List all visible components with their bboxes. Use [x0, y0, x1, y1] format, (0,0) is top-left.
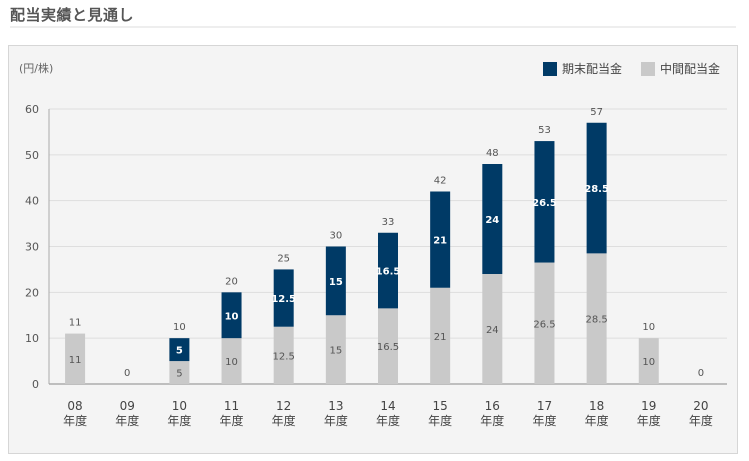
y-tick-label: 0 [32, 378, 39, 391]
legend-label: 中間配当金 [660, 61, 720, 76]
dividend-chart: (円/株) 期末配当金 中間配当金 0 10 20 30 40 50 60 11 11 0 5 5 10… [19, 61, 727, 428]
bar-year-end-dividend [378, 232, 398, 309]
bar-interim-dividend [378, 308, 398, 384]
y-unit-label: (円/株) [19, 61, 53, 75]
bar-interim-label: 15 [329, 346, 342, 357]
y-tick-label: 30 [25, 241, 39, 254]
x-tick-label-suffix: 年度 [480, 413, 504, 428]
x-tick-label-year: 13 [328, 399, 343, 413]
bar-year-end-dividend [325, 246, 346, 316]
bar-year-end-label: 26.5 [532, 198, 557, 209]
bar-year-end-label: 24 [485, 215, 499, 226]
bar-interim-label: 12.5 [273, 351, 295, 362]
bar-year-end-label: 15 [329, 277, 343, 288]
bar-interim-label: 21 [434, 332, 447, 343]
bar-interim-dividend [430, 287, 451, 384]
x-tick-label-year: 16 [485, 399, 500, 413]
bar-total-label: 33 [382, 217, 395, 228]
x-tick-label-suffix: 年度 [272, 413, 296, 428]
x-tick-label-year: 12 [276, 399, 291, 413]
bar-interim-label: 5 [176, 369, 182, 380]
bar-series: 11 11 0 5 5 10 10 10 20 12.5 12.5 25 15 15 30 16.5 16.5 3… [65, 107, 704, 384]
bar-year-end-label: 16.5 [376, 267, 401, 278]
bar-interim-dividend [638, 338, 659, 384]
x-tick-label-suffix: 年度 [63, 413, 87, 428]
x-tick-label-year: 18 [589, 399, 604, 413]
bar-total-label: 0 [698, 368, 704, 379]
bar-year-end-dividend [169, 338, 190, 362]
y-tick-label: 60 [25, 103, 39, 116]
bar-interim-label: 16.5 [377, 342, 399, 353]
bar-interim-dividend [586, 253, 607, 384]
x-tick-label-suffix: 年度 [376, 413, 400, 428]
x-tick-label-suffix: 年度 [324, 413, 348, 428]
bar-total-label: 42 [434, 176, 447, 187]
legend-swatch [543, 62, 557, 76]
legend-label: 期末配当金 [562, 61, 622, 76]
y-tick-label: 40 [25, 195, 39, 208]
bar-total-label: 25 [277, 253, 290, 264]
bar-year-end-dividend [221, 292, 242, 339]
bar-year-end-dividend [586, 122, 607, 254]
bar-interim-dividend [273, 326, 294, 384]
x-tick-label-year: 10 [172, 399, 187, 413]
x-tick-label-year: 09 [120, 399, 135, 413]
chart-legend: 期末配当金 中間配当金 [543, 61, 720, 76]
x-tick-label-year: 08 [67, 399, 82, 413]
x-tick-label-suffix: 年度 [689, 413, 713, 428]
section-title: 配当実績と見通し [10, 6, 135, 24]
bar-total-label: 0 [124, 368, 130, 379]
bar-total-label: 20 [225, 276, 238, 287]
bar-interim-label: 10 [225, 357, 238, 368]
x-tick-label-year: 17 [537, 399, 552, 413]
bar-interim-label: 24 [486, 325, 499, 336]
x-tick-label-year: 15 [433, 399, 448, 413]
x-tick-label-year: 11 [224, 399, 239, 413]
bar-interim-dividend [482, 274, 503, 384]
x-tick-label-suffix: 年度 [585, 413, 609, 428]
legend-swatch [641, 62, 655, 76]
bar-interim-dividend [169, 361, 190, 384]
bar-year-end-label: 21 [433, 236, 447, 247]
bar-total-label: 10 [642, 322, 655, 333]
bar-total-label: 11 [69, 318, 82, 329]
x-tick-label-year: 20 [693, 399, 708, 413]
y-tick-label: 10 [25, 332, 39, 345]
x-tick-label-suffix: 年度 [428, 413, 452, 428]
bar-interim-dividend [325, 315, 346, 384]
bar-interim-dividend [221, 338, 242, 384]
x-axis: 08年度09年度10年度11年度12年度13年度14年度15年度16年度17年度… [63, 399, 713, 428]
y-tick-label: 50 [25, 149, 39, 162]
x-tick-label-year: 14 [380, 399, 395, 413]
x-tick-label-suffix: 年度 [532, 413, 556, 428]
x-tick-label-suffix: 年度 [220, 413, 244, 428]
x-tick-label-suffix: 年度 [167, 413, 191, 428]
x-tick-label-year: 19 [641, 399, 656, 413]
bar-total-label: 53 [538, 125, 551, 136]
bar-year-end-dividend [273, 269, 294, 327]
bar-year-end-label: 5 [176, 346, 183, 357]
bar-year-end-label: 28.5 [584, 184, 609, 195]
bar-total-label: 48 [486, 148, 499, 159]
bar-year-end-dividend [430, 191, 451, 288]
bar-interim-label: 26.5 [533, 319, 555, 330]
bar-year-end-label: 12.5 [271, 294, 296, 305]
bar-interim-dividend [534, 262, 555, 384]
bar-interim-label: 10 [642, 357, 655, 368]
bar-year-end-dividend [482, 164, 503, 274]
dividend-chart-panel: (円/株) 期末配当金 中間配当金 0 10 20 30 40 50 60 11 11 0 5 5 10… [8, 45, 738, 454]
title-divider [10, 26, 736, 28]
bar-total-label: 30 [329, 231, 342, 242]
x-tick-label-suffix: 年度 [637, 413, 661, 428]
bar-year-end-label: 10 [225, 311, 239, 322]
bar-interim-dividend [65, 333, 86, 384]
y-tick-label: 20 [25, 286, 39, 299]
bar-year-end-dividend [534, 141, 555, 263]
bar-total-label: 10 [173, 322, 186, 333]
bar-total-label: 57 [590, 107, 603, 118]
bar-interim-label: 28.5 [585, 315, 607, 326]
x-tick-label-suffix: 年度 [115, 413, 139, 428]
bar-interim-label: 11 [69, 355, 82, 366]
